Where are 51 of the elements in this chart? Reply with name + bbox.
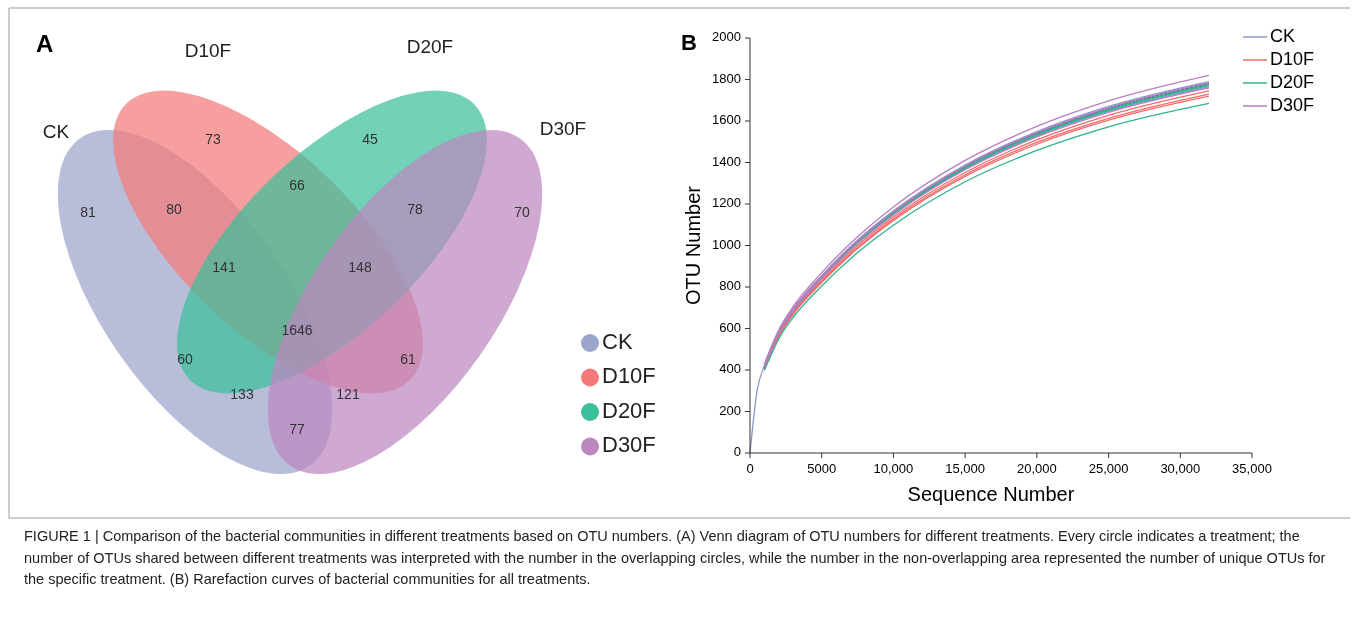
legend-label: D10F xyxy=(1270,48,1315,69)
x-tick-label: 5000 xyxy=(807,461,837,476)
y-tick-label: 2000 xyxy=(712,29,741,45)
text: 66 xyxy=(289,176,305,193)
x-tick-label: 25,000 xyxy=(1088,461,1129,476)
y-tick-label: 1400 xyxy=(712,153,741,169)
text: A xyxy=(36,30,54,57)
x-axis-title: Sequence Number xyxy=(907,483,1075,505)
x-tick-label: 35,000 xyxy=(1232,461,1272,476)
category-label: CK xyxy=(42,121,70,142)
category-label: D20F xyxy=(602,397,656,423)
category-label: CK xyxy=(602,328,633,354)
text: 70 xyxy=(514,203,530,220)
text: 148 xyxy=(348,258,372,275)
x-tick-label: 30,000 xyxy=(1160,461,1201,476)
text: 73 xyxy=(205,130,221,147)
category-label: D30F xyxy=(602,432,656,458)
x-tick-label: 10,000 xyxy=(873,461,914,476)
category-label: D10F xyxy=(184,40,232,61)
y-tick-label: 600 xyxy=(719,319,741,335)
y-tick-label: 1800 xyxy=(712,70,741,86)
text: 45 xyxy=(362,130,378,147)
text: 77 xyxy=(289,420,305,437)
y-tick-label: 1000 xyxy=(712,236,741,252)
text: 78 xyxy=(407,200,423,217)
x-tick-label: 15,000 xyxy=(945,461,986,476)
y-tick-label: 400 xyxy=(719,361,741,377)
category-label: D30F xyxy=(539,118,587,139)
text: 1646 xyxy=(281,321,313,338)
text: 141 xyxy=(212,258,236,275)
legend-label: CK xyxy=(1270,25,1296,46)
text: 81 xyxy=(80,203,96,220)
text: 121 xyxy=(336,385,360,402)
y-tick-label: 1200 xyxy=(712,195,741,211)
text: 80 xyxy=(166,200,182,217)
y-axis-title: OTU Number xyxy=(682,185,704,305)
text: 133 xyxy=(230,385,254,402)
text: 60 xyxy=(177,350,193,367)
chart-title: B xyxy=(681,30,697,55)
y-tick-label: 200 xyxy=(719,402,741,418)
y-tick-label: 800 xyxy=(719,278,741,294)
y-tick-label: 0 xyxy=(733,444,741,460)
category-label: D10F xyxy=(602,363,656,389)
x-tick-label: 20,000 xyxy=(1016,461,1057,476)
category-label: D20F xyxy=(406,36,454,57)
y-tick-label: 1600 xyxy=(712,112,741,128)
caption: FIGURE 1 | Comparison of the bacterial communities in different treatments based on OTU numbers. (A) Venn diagram of OTU numbers for different treatments. Every circle indicates a treatment; the number of OTUs shared between different treatments was interpreted with the number in the overlapping circles, while the number in the non-overlapping area represented the number of unique OTUs for the specific treatment. (B) Rarefaction curves of bacterial communities for all treatments. xyxy=(24,527,1327,589)
x-tick-label: 0 xyxy=(746,461,754,476)
text: 61 xyxy=(400,350,416,367)
legend-label: D30F xyxy=(1270,94,1315,115)
legend-label: D20F xyxy=(1270,71,1315,92)
